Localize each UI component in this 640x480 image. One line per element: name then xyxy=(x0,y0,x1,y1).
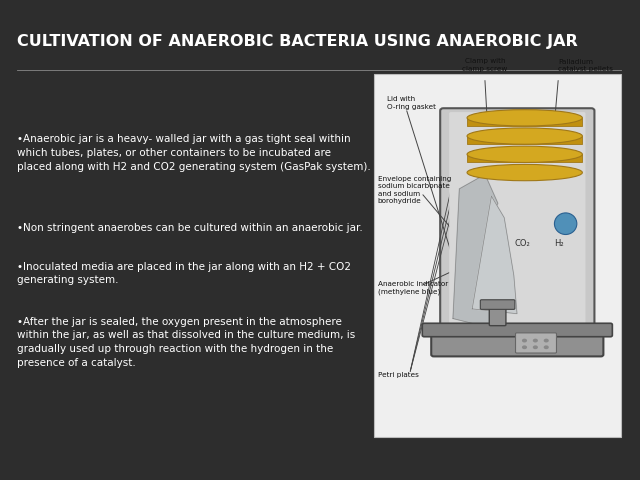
Text: •Non stringent anaerobes can be cultured within an anaerobic jar.: •Non stringent anaerobes can be cultured… xyxy=(17,223,363,233)
Ellipse shape xyxy=(467,146,582,162)
Ellipse shape xyxy=(522,346,527,349)
Ellipse shape xyxy=(533,346,538,349)
FancyBboxPatch shape xyxy=(374,74,621,437)
Ellipse shape xyxy=(467,128,582,144)
Text: H₂: H₂ xyxy=(554,240,564,248)
Text: Petri plates: Petri plates xyxy=(378,372,419,378)
Ellipse shape xyxy=(544,339,548,342)
FancyBboxPatch shape xyxy=(480,300,515,310)
Text: •Inoculated media are placed in the jar along with an H2 + CO2
generating system: •Inoculated media are placed in the jar … xyxy=(17,262,351,285)
Text: Palladium
catalyst pellets: Palladium catalyst pellets xyxy=(558,59,613,72)
FancyBboxPatch shape xyxy=(516,333,557,353)
Ellipse shape xyxy=(533,339,538,342)
Text: CULTIVATION OF ANAEROBIC BACTERIA USING ANAEROBIC JAR: CULTIVATION OF ANAEROBIC BACTERIA USING … xyxy=(17,34,578,48)
Ellipse shape xyxy=(467,110,582,126)
FancyBboxPatch shape xyxy=(467,155,582,162)
FancyBboxPatch shape xyxy=(431,329,604,356)
Ellipse shape xyxy=(554,213,577,235)
Text: •After the jar is sealed, the oxygen present in the atmosphere
within the jar, a: •After the jar is sealed, the oxygen pre… xyxy=(17,317,356,368)
Text: CO₂: CO₂ xyxy=(515,240,530,248)
Ellipse shape xyxy=(544,346,548,349)
Text: •Anaerobic jar is a heavy- walled jar with a gas tight seal within
which tubes, : •Anaerobic jar is a heavy- walled jar wi… xyxy=(17,134,371,172)
FancyBboxPatch shape xyxy=(489,304,506,325)
Text: Envelope containing
sodium bicarbonate
and sodium
borohydride: Envelope containing sodium bicarbonate a… xyxy=(378,176,451,204)
FancyBboxPatch shape xyxy=(449,112,586,324)
Text: Lid with
O-ring gasket: Lid with O-ring gasket xyxy=(387,96,436,109)
FancyBboxPatch shape xyxy=(467,136,582,144)
Text: Clamp with
clamp screw: Clamp with clamp screw xyxy=(462,59,508,72)
Polygon shape xyxy=(453,174,504,328)
Text: Anaerobic indicator
(methylene blue): Anaerobic indicator (methylene blue) xyxy=(378,281,448,295)
Polygon shape xyxy=(472,196,517,314)
FancyBboxPatch shape xyxy=(422,324,612,337)
FancyBboxPatch shape xyxy=(467,118,582,126)
Ellipse shape xyxy=(467,165,582,180)
FancyBboxPatch shape xyxy=(440,108,595,330)
Ellipse shape xyxy=(522,339,527,342)
